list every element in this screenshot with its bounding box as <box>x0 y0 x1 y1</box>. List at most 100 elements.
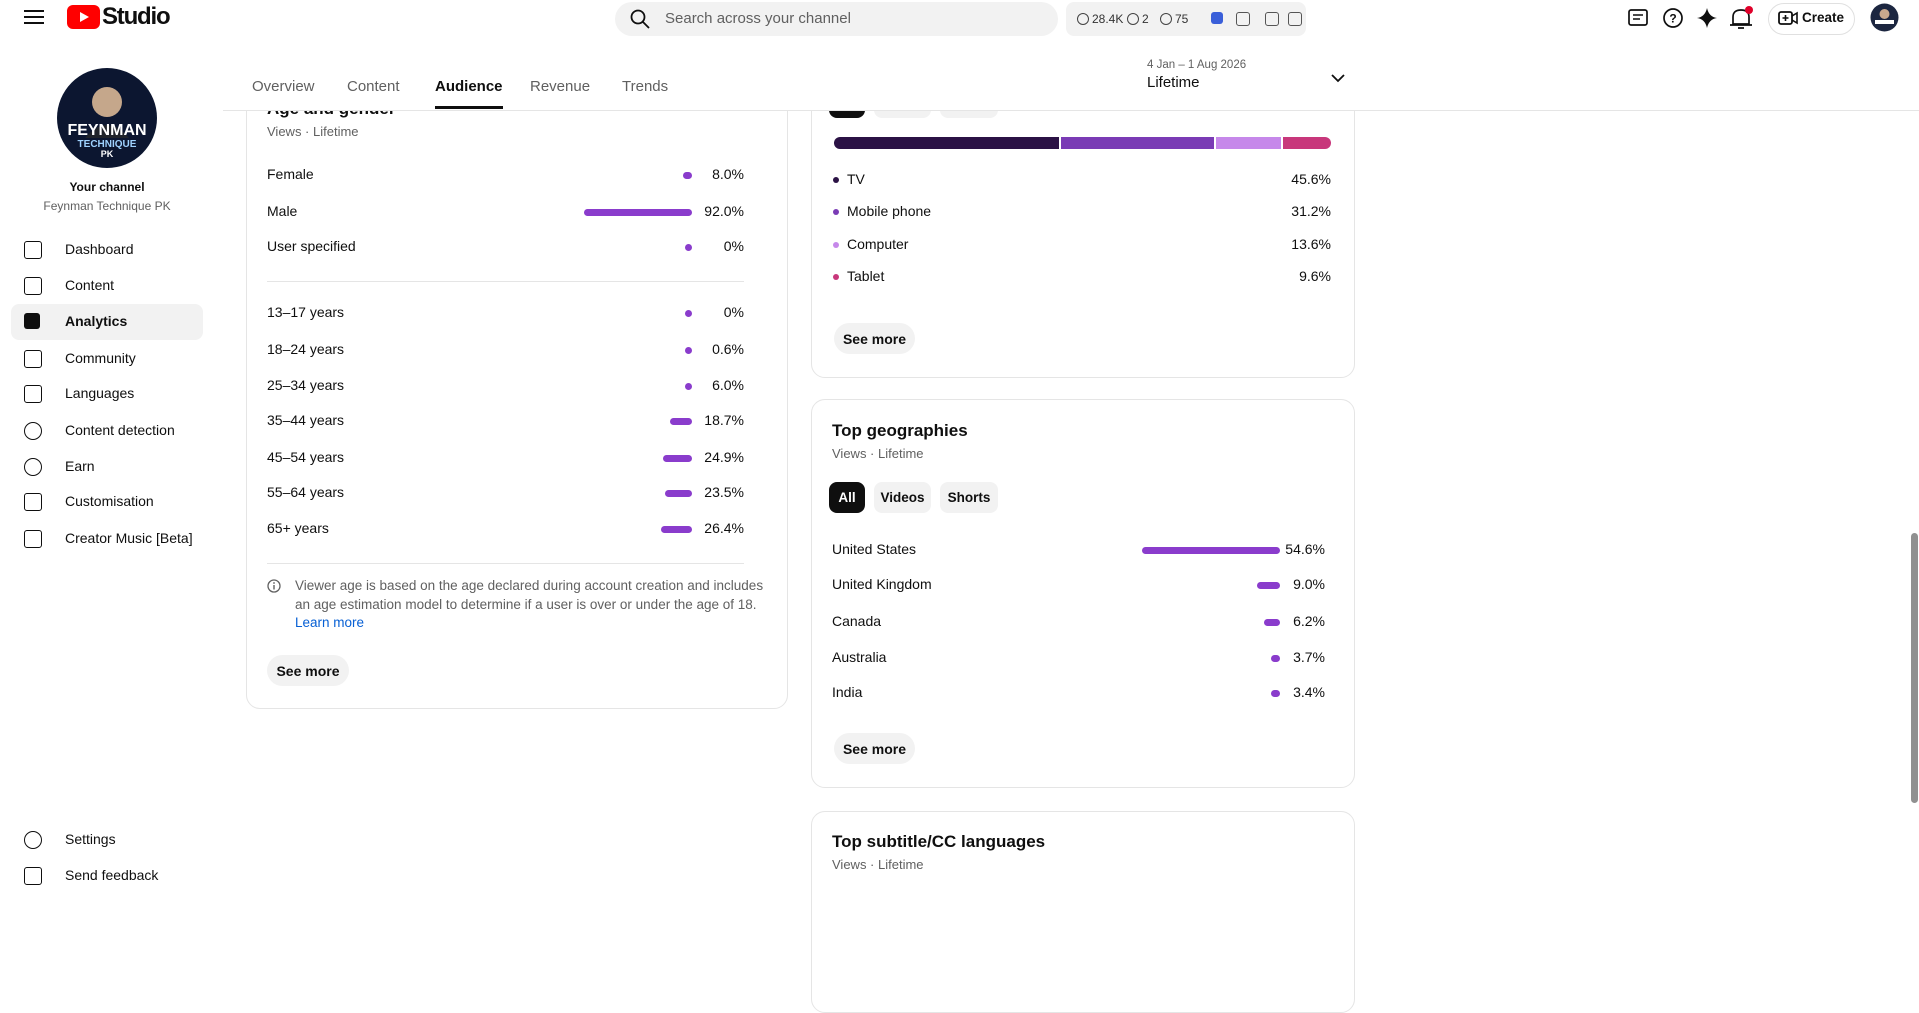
nav-item[interactable]: Languages <box>65 385 135 401</box>
legend-dot <box>833 242 839 248</box>
age-gender-card <box>246 60 788 709</box>
nav-icon <box>24 831 42 849</box>
stat-value: 2 <box>1142 12 1149 26</box>
row-label: 55–64 years <box>267 484 345 500</box>
channel-avatar[interactable]: FEYNMAN TECHNIQUE PK <box>57 68 157 168</box>
menu-icon[interactable] <box>24 9 44 25</box>
nav-item[interactable]: Community <box>65 350 136 366</box>
card-subtitle: Views · Lifetime <box>832 857 924 872</box>
logo-text: Studio <box>102 3 171 30</box>
row-value: 92.0% <box>704 203 744 219</box>
row-label: User specified <box>267 238 356 254</box>
stat-badge <box>1236 12 1250 26</box>
date-range: 4 Jan – 1 Aug 2026 <box>1147 59 1247 71</box>
nav-icon <box>24 350 42 368</box>
row-label: 25–34 years <box>267 377 345 393</box>
chip[interactable]: All <box>829 482 865 513</box>
nav-icon <box>24 385 42 403</box>
bar <box>685 346 692 354</box>
divider <box>267 281 744 282</box>
row-label: 65+ years <box>267 520 329 536</box>
device-segment <box>1060 137 1214 149</box>
logo-icon <box>67 5 100 29</box>
legend-dot <box>833 177 839 183</box>
bar <box>1141 546 1280 554</box>
see-more-button[interactable]: See more <box>267 655 349 686</box>
nav-item[interactable]: Settings <box>65 831 116 847</box>
row-value: 0% <box>723 304 744 320</box>
legend-label: TV <box>847 171 865 187</box>
nav-icon <box>24 867 42 885</box>
row-value: 3.4% <box>1293 684 1325 700</box>
row-value: 9.0% <box>1293 576 1325 592</box>
stat-value: 75 <box>1175 12 1189 26</box>
stat-icon <box>1127 13 1139 25</box>
row-value: 18.7% <box>704 412 744 428</box>
legend-value: 13.6% <box>1291 236 1331 252</box>
row-value: 0.6% <box>712 341 744 357</box>
tab[interactable]: Trends <box>622 78 669 95</box>
row-label: India <box>832 684 863 700</box>
nav-icon <box>24 493 42 511</box>
bar <box>584 208 692 216</box>
see-more-button[interactable]: See more <box>834 323 915 354</box>
search-box[interactable] <box>615 2 1058 36</box>
row-label: Male <box>267 203 298 219</box>
stat-icon <box>1160 13 1172 25</box>
stats-box <box>1066 2 1306 36</box>
tab[interactable]: Audience <box>435 78 503 95</box>
stat-badge <box>1211 12 1223 24</box>
date-period[interactable]: Lifetime <box>1147 74 1200 91</box>
avatar-text: TECHNIQUE <box>78 139 137 150</box>
dropdown-chevron[interactable] <box>1331 73 1345 83</box>
bar <box>661 525 692 533</box>
row-label: Australia <box>832 649 887 665</box>
row-value: 8.0% <box>712 166 744 182</box>
legend-label: Tablet <box>847 268 885 284</box>
avatar-text: PK <box>101 149 114 159</box>
nav-icon <box>24 277 42 295</box>
header-icons[interactable]: ? <box>1627 6 1767 31</box>
nav-item[interactable]: Send feedback <box>65 867 159 883</box>
create-button[interactable] <box>1768 3 1855 35</box>
row-value: 23.5% <box>704 484 744 500</box>
nav-icon <box>24 422 42 440</box>
scrollbar-thumb[interactable] <box>1911 533 1918 803</box>
bar <box>1264 618 1280 626</box>
nav-item[interactable]: Content <box>65 277 115 293</box>
channel-name: Feynman Technique PK <box>43 199 171 213</box>
row-value: 24.9% <box>704 449 744 465</box>
bar <box>1270 654 1280 662</box>
nav-item[interactable]: Analytics <box>65 313 128 329</box>
search-placeholder: Search across your channel <box>665 10 851 27</box>
page: { "header": { "logo": "Studio", "search_… <box>11 2 1919 1013</box>
note-line: an age estimation model to determine if … <box>295 597 757 612</box>
nav-item[interactable]: Earn <box>65 458 95 474</box>
tab[interactable]: Revenue <box>530 78 591 95</box>
legend-label: Mobile phone <box>847 203 932 219</box>
account-avatar[interactable] <box>1870 3 1899 32</box>
chip[interactable]: Shorts <box>940 482 998 513</box>
nav-item[interactable]: Dashboard <box>65 241 134 257</box>
chip[interactable]: Videos <box>874 482 931 513</box>
tab-underline <box>435 106 503 109</box>
row-label: 18–24 years <box>267 341 345 357</box>
nav-item[interactable]: Customisation <box>65 493 154 509</box>
info-icon <box>267 579 281 593</box>
svg-text:?: ? <box>1669 12 1676 26</box>
row-label: 35–44 years <box>267 412 345 428</box>
see-more-button[interactable]: See more <box>834 733 915 764</box>
row-value: 6.2% <box>1293 613 1325 629</box>
bar <box>664 489 692 497</box>
divider <box>267 563 744 564</box>
nav-item[interactable]: Content detection <box>65 422 175 438</box>
nav-icon <box>24 241 42 259</box>
device-segment <box>834 137 1059 149</box>
learn-more-link[interactable]: Learn more <box>295 615 365 630</box>
bar <box>685 309 692 317</box>
note-line: Viewer age is based on the age declared … <box>295 578 764 593</box>
tab[interactable]: Content <box>347 78 400 95</box>
nav-item[interactable]: Creator Music [Beta] <box>65 530 193 546</box>
row-value: 26.4% <box>704 520 744 536</box>
tab[interactable]: Overview <box>252 78 315 95</box>
